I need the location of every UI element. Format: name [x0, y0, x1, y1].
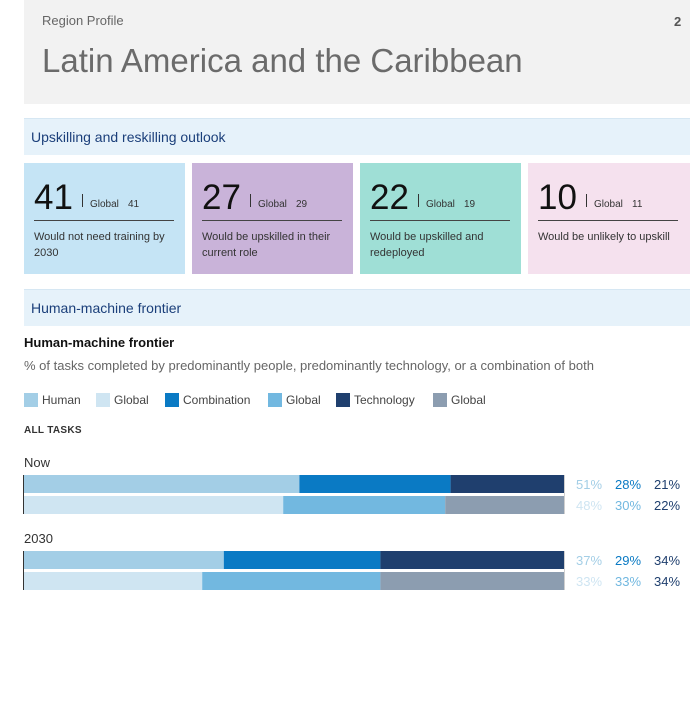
- value-label: 37%: [576, 553, 602, 568]
- card-description: Would be upskilled and redeployed: [370, 231, 484, 259]
- group-label-2030: 2030: [24, 531, 53, 546]
- outlook-section-header: Upskilling and reskilling outlook: [24, 118, 690, 155]
- bar-segment-2030-region-0: [24, 551, 224, 569]
- card-separator: [82, 194, 83, 207]
- value-label: 51%: [576, 477, 602, 492]
- legend-label: Global: [451, 393, 486, 407]
- frontier-heading: Human-machine frontier: [31, 300, 182, 316]
- value-label: 33%: [615, 574, 641, 589]
- bar-segment-now-region-0: [24, 475, 300, 493]
- header-subtitle: Region Profile: [42, 13, 124, 28]
- card-description: Would not need training by 2030: [34, 231, 165, 259]
- bar-segment-now-global-0: [24, 496, 284, 514]
- legend-label: Technology: [354, 393, 415, 407]
- value-label: 29%: [615, 553, 641, 568]
- legend-swatch: [165, 393, 179, 407]
- bar-segment-now-global-1: [283, 496, 446, 514]
- group-label-now: Now: [24, 455, 51, 470]
- card-global-value: 41: [128, 199, 140, 210]
- section-label-all-tasks: ALL TASKS: [24, 425, 82, 436]
- value-label: 21%: [654, 477, 680, 492]
- bar-segment-now-global-2: [445, 496, 564, 514]
- chart-subtitle: % of tasks completed by predominantly pe…: [24, 358, 594, 373]
- legend-label: Combination: [183, 393, 251, 407]
- chart-title: Human-machine frontier: [24, 335, 175, 350]
- card-rule: [202, 220, 342, 221]
- card-global-value: 19: [464, 199, 476, 210]
- card-description: Would be unlikely to upskill: [538, 231, 670, 243]
- card-rule: [538, 220, 678, 221]
- card-value: 41: [34, 178, 73, 217]
- value-label: 34%: [654, 553, 680, 568]
- bar-segment-2030-region-2: [380, 551, 564, 569]
- legend-swatch: [433, 393, 447, 407]
- card-global-value: 11: [632, 199, 643, 210]
- card-separator: [418, 194, 419, 207]
- outlook-card-upskilled-redeployed: 22 Global 19 Would be upskilled and rede…: [360, 163, 521, 274]
- card-separator: [586, 194, 587, 207]
- value-label: 48%: [576, 498, 602, 513]
- frontier-section-header: Human-machine frontier: [24, 289, 690, 326]
- card-value: 27: [202, 178, 241, 217]
- card-separator: [250, 194, 251, 207]
- bar-segment-2030-region-1: [223, 551, 381, 569]
- value-label: 30%: [615, 498, 641, 513]
- card-global-value: 29: [296, 199, 308, 210]
- value-label: 28%: [615, 477, 641, 492]
- value-label: 22%: [654, 498, 680, 513]
- bar-segment-2030-global-0: [24, 572, 203, 590]
- legend-swatch: [24, 393, 38, 407]
- legend-swatch: [336, 393, 350, 407]
- legend-label: Global: [114, 393, 149, 407]
- legend-swatch: [268, 393, 282, 407]
- value-label: 33%: [576, 574, 602, 589]
- card-global-label: Global: [426, 199, 455, 210]
- bar-segment-2030-global-2: [380, 572, 564, 590]
- page-header: Region Profile 2 Latin America and the C…: [24, 0, 690, 104]
- legend-swatch: [96, 393, 110, 407]
- card-value: 22: [370, 178, 409, 217]
- bar-segment-now-region-2: [450, 475, 564, 493]
- bar-segment-2030-global-1: [202, 572, 381, 590]
- card-global-label: Global: [258, 199, 287, 210]
- outlook-card-unlikely-upskill: 10 Global 11 Would be unlikely to upskil…: [528, 163, 690, 274]
- card-description: Would be upskilled in their current role: [202, 231, 331, 259]
- outlook-card-upskilled-current-role: 27 Global 29 Would be upskilled in their…: [192, 163, 353, 274]
- page-title: Latin America and the Caribbean: [42, 42, 523, 79]
- outlook-card-no-training: 41 Global 41 Would not need training by …: [24, 163, 185, 274]
- card-global-label: Global: [594, 199, 623, 210]
- card-global-label: Global: [90, 199, 119, 210]
- card-value: 10: [538, 178, 577, 217]
- bar-segment-now-region-1: [299, 475, 451, 493]
- legend-label: Human: [42, 393, 81, 407]
- outlook-heading: Upskilling and reskilling outlook: [31, 129, 226, 145]
- legend-label: Global: [286, 393, 321, 407]
- card-rule: [370, 220, 510, 221]
- value-label: 34%: [654, 574, 680, 589]
- card-rule: [34, 220, 174, 221]
- page-number: 2: [674, 14, 682, 29]
